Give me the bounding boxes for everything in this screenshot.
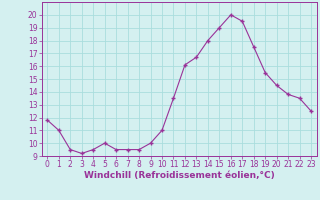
X-axis label: Windchill (Refroidissement éolien,°C): Windchill (Refroidissement éolien,°C)	[84, 171, 275, 180]
